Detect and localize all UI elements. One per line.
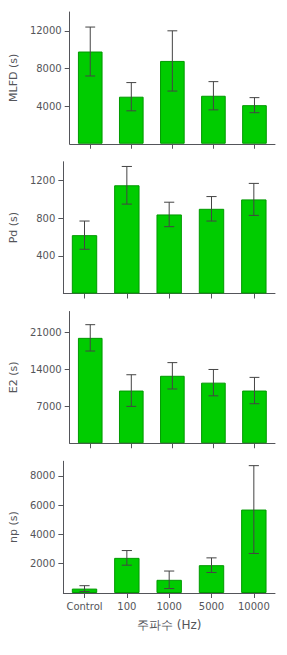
svg-text:MLFD (s): MLFD (s) — [7, 54, 20, 102]
svg-text:21000: 21000 — [30, 327, 62, 338]
svg-text:4000: 4000 — [30, 529, 55, 540]
svg-text:np (s): np (s) — [7, 511, 20, 543]
svg-text:14000: 14000 — [30, 364, 62, 375]
svg-text:400: 400 — [36, 250, 55, 261]
svg-text:Pd (s): Pd (s) — [7, 212, 20, 243]
svg-text:100: 100 — [117, 601, 136, 612]
svg-text:주파수 (Hz): 주파수 (Hz) — [137, 618, 202, 632]
svg-text:Control: Control — [66, 601, 102, 612]
svg-text:2000: 2000 — [30, 558, 55, 569]
svg-text:10000: 10000 — [238, 601, 270, 612]
svg-text:8000: 8000 — [36, 63, 61, 74]
svg-text:7000: 7000 — [36, 401, 61, 412]
svg-text:1000: 1000 — [156, 601, 181, 612]
svg-text:5000: 5000 — [199, 601, 224, 612]
svg-text:12000: 12000 — [30, 25, 62, 36]
svg-text:E2 (s): E2 (s) — [7, 361, 20, 393]
svg-text:800: 800 — [36, 213, 55, 224]
svg-text:8000: 8000 — [30, 470, 55, 481]
svg-text:4000: 4000 — [36, 101, 61, 112]
svg-text:1200: 1200 — [30, 175, 55, 186]
svg-text:6000: 6000 — [30, 500, 55, 511]
